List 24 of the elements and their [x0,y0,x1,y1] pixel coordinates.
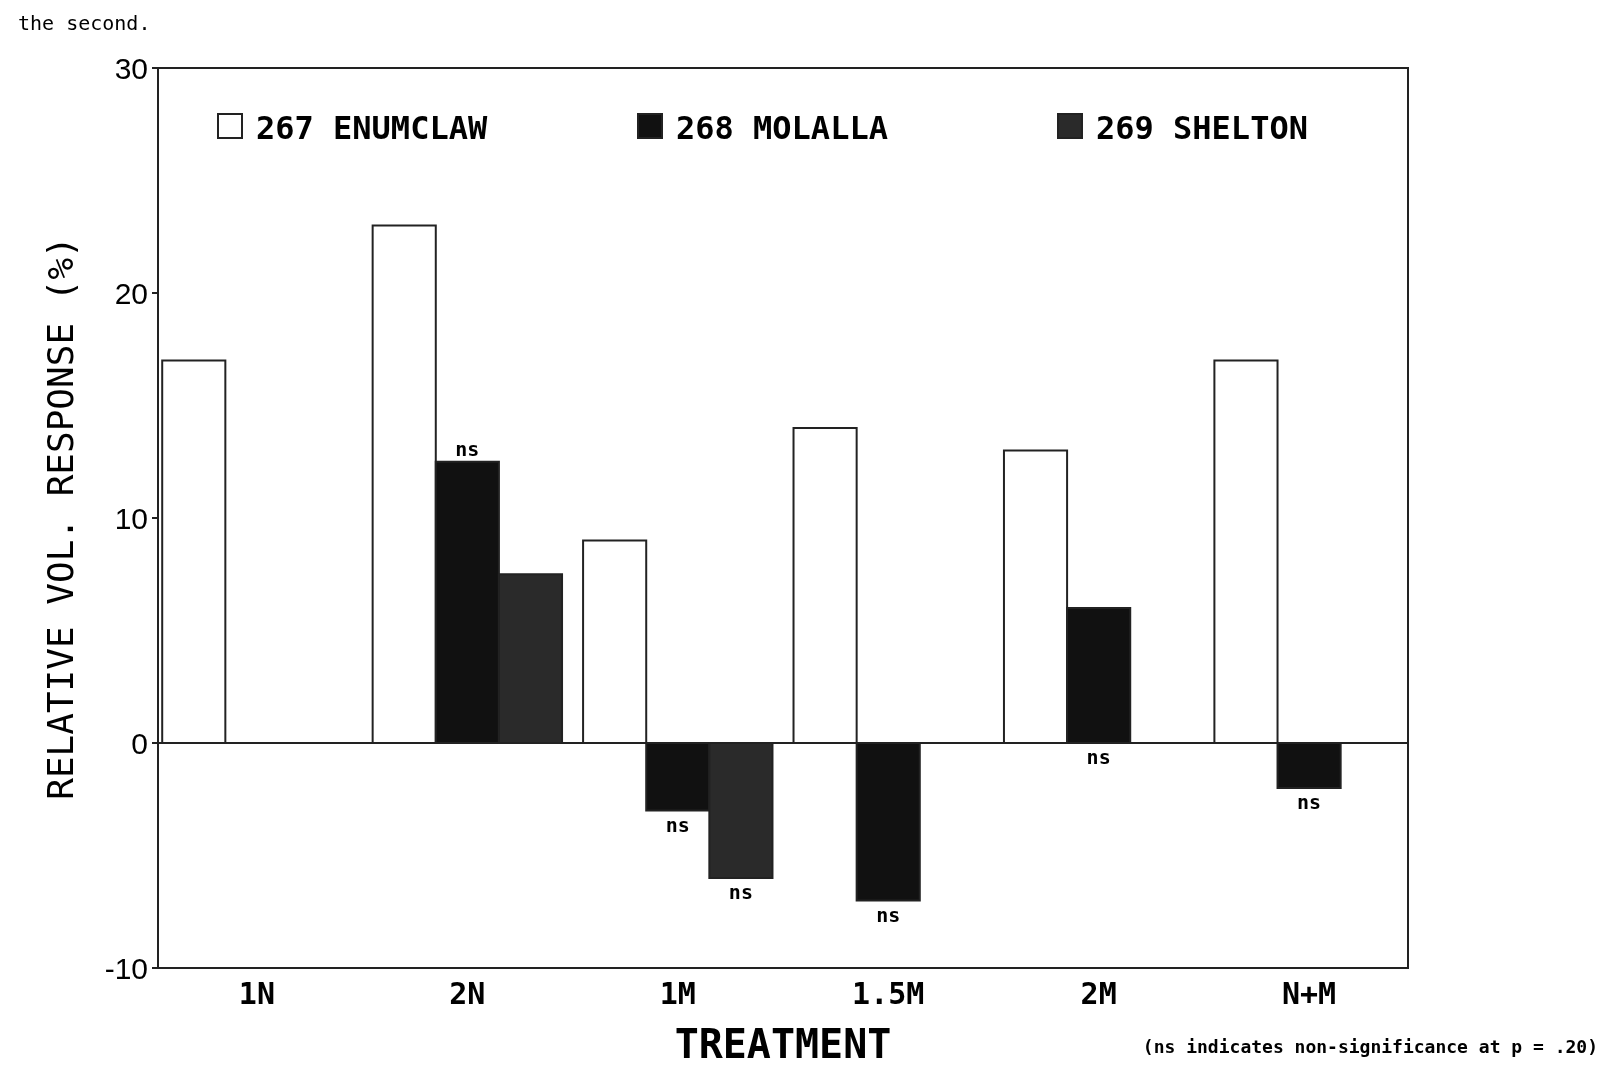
x-tick-label: N+M [1282,976,1337,1011]
annotation: ns [1086,745,1111,769]
text: the second. [18,11,151,35]
legend-label: 269 SHELTON [1096,109,1308,148]
y-tick-label: 10 [114,501,148,535]
y-tick-label: 0 [131,726,148,760]
x-tick-label: 2M [1080,976,1117,1011]
x-tick-label: 1M [659,976,696,1011]
x-tick-label: 1.5M [852,976,925,1011]
annotation: ns [876,902,901,927]
x-tick-label: 2N [449,976,486,1011]
y-tick-label: 20 [114,276,148,310]
y-tick-label: 30 [114,51,148,85]
annotation: ns [1297,790,1322,814]
annotation: ns [665,812,690,837]
annotation: ns [455,436,480,461]
x-axis-title: TREATMENT [674,1021,892,1067]
y-tick-label: -10 [104,951,148,985]
text: (ns indicates non-significance at p = .20) [1142,1036,1598,1057]
x-tick-label: 1N [238,976,275,1011]
annotation: ns [728,880,753,904]
legend-label: 268 MOLALLA [676,109,888,148]
legend-label: 267 ENUMCLAW [256,109,488,148]
y-axis-title: RELATIVE VOL. RESPONSE (%) [40,236,81,800]
